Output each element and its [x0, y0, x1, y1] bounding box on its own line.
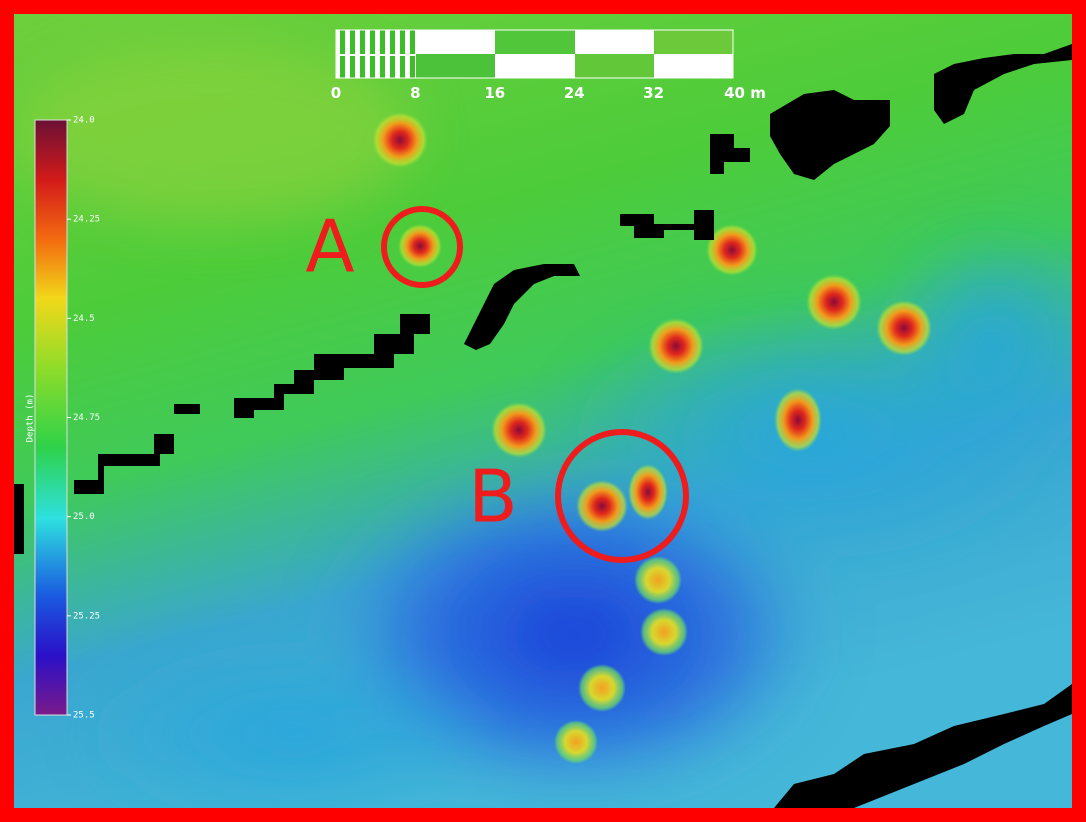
map-content	[14, 14, 1086, 822]
scale-label: 32	[643, 84, 664, 102]
annotation-label: A	[305, 205, 354, 289]
colorbar-tick-label: 24.25	[73, 215, 100, 225]
scale-label: 8	[410, 84, 420, 102]
annotation-label: B	[468, 455, 517, 539]
page: {"map": { "scale_bar": {"labels": ["0", …	[0, 0, 1086, 822]
colorbar-tick-label: 24.75	[73, 413, 100, 423]
scale-segment	[495, 30, 575, 54]
scale-segment	[495, 54, 575, 78]
colorbar	[35, 120, 67, 715]
map-view: 0 8 16 24 32 40 m Depth (m) 24.0 24.25 24.5 24.7…	[0, 0, 1086, 822]
colorbar-tick-label: 25.5	[73, 711, 95, 721]
scale-segment	[416, 30, 495, 54]
scale-segment	[654, 30, 733, 54]
scale-segment	[654, 54, 733, 78]
scale-label: 40 m	[724, 84, 766, 102]
colorbar-tick-label: 25.25	[73, 611, 100, 621]
colorbar-title: Depth (m)	[26, 394, 36, 443]
map-viewport	[14, 14, 1086, 822]
scale-bar	[336, 30, 733, 78]
colorbar-tick-label: 24.0	[73, 116, 95, 126]
scale-segment	[575, 30, 654, 54]
scale-divider	[336, 54, 416, 56]
scale-label: 16	[484, 84, 505, 102]
colorbar-tick-label: 24.5	[73, 314, 95, 324]
scale-segment	[416, 54, 495, 78]
scale-segment	[575, 54, 654, 78]
colorbar-tick-label: 25.0	[73, 512, 95, 522]
scale-label: 24	[564, 84, 585, 102]
scale-label: 0	[331, 84, 341, 102]
